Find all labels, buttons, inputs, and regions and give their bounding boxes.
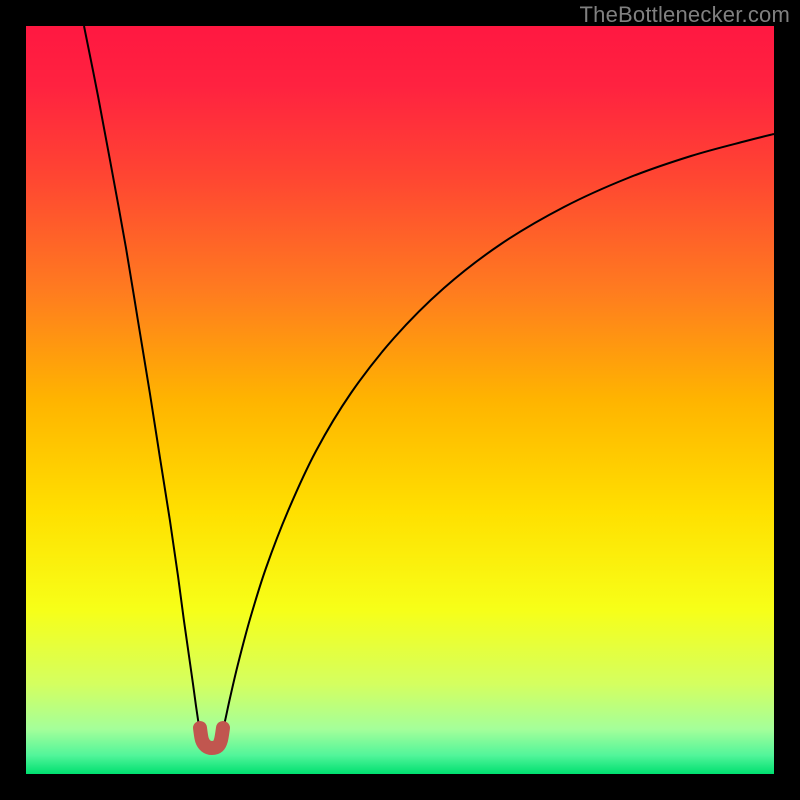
- chart-svg: [26, 26, 774, 774]
- chart-plot-area: [26, 26, 774, 774]
- gradient-background: [26, 26, 774, 774]
- watermark-text: TheBottlenecker.com: [580, 2, 790, 28]
- chart-frame: TheBottlenecker.com: [0, 0, 800, 800]
